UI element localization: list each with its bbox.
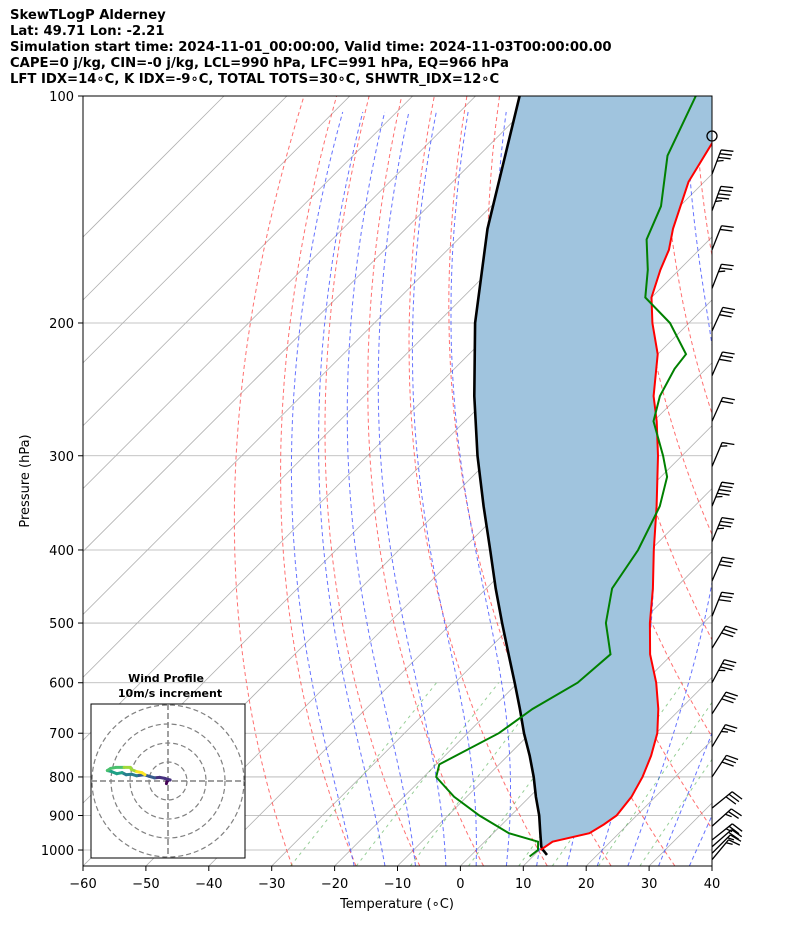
x-tick-label: −10 bbox=[384, 877, 411, 892]
wind-barb bbox=[711, 396, 735, 422]
x-tick-label: 0 bbox=[456, 877, 464, 892]
y-tick-label: 600 bbox=[49, 677, 74, 692]
isotherm-line bbox=[83, 96, 476, 490]
y-tick-label: 700 bbox=[49, 727, 74, 742]
x-axis-label: Temperature (∘C) bbox=[339, 897, 454, 912]
isotherm-line bbox=[83, 96, 413, 427]
dry-adiabat bbox=[661, 96, 712, 416]
wind-barb bbox=[711, 556, 735, 582]
y-axis-label: Pressure (hPa) bbox=[18, 434, 33, 527]
dry-adiabat bbox=[728, 96, 794, 866]
wind-barb bbox=[711, 808, 742, 827]
wind-barbs bbox=[706, 130, 743, 861]
x-tick-label: −60 bbox=[69, 877, 96, 892]
dry-adiabat bbox=[694, 96, 712, 258]
wind-barb bbox=[711, 441, 735, 467]
isotherm-line bbox=[83, 96, 602, 615]
x-tick-label: −40 bbox=[195, 877, 222, 892]
isotherm-line bbox=[83, 96, 288, 301]
hodograph-title: Wind Profile bbox=[128, 672, 204, 685]
dry-adiabat bbox=[324, 96, 421, 866]
wind-barb bbox=[711, 351, 735, 377]
hodograph-subtitle: 10m/s increment bbox=[118, 687, 222, 700]
wind-barb bbox=[711, 516, 735, 542]
isotherm-line bbox=[83, 96, 351, 364]
skewt-profiles bbox=[435, 96, 712, 858]
isotherm-line bbox=[334, 488, 712, 866]
temperature-line bbox=[539, 141, 712, 851]
dry-adiabat bbox=[628, 96, 712, 536]
wind-barb bbox=[711, 839, 741, 861]
dewpoint-line bbox=[435, 96, 697, 858]
time-info: Simulation start time: 2024-11-01_00:00:… bbox=[10, 40, 612, 55]
wind-barb bbox=[711, 834, 742, 854]
x-tick-label: 40 bbox=[704, 877, 721, 892]
wind-barb bbox=[711, 625, 738, 649]
wind-barb bbox=[711, 149, 734, 175]
stability-indices-1: CAPE=0 j/kg, CIN=-0 j/kg, LCL=990 hPa, L… bbox=[10, 56, 509, 71]
moist-adiabat bbox=[377, 111, 447, 866]
x-tick-label: −20 bbox=[321, 877, 348, 892]
wind-barb bbox=[711, 829, 743, 848]
y-tick-label: 100 bbox=[49, 90, 74, 105]
dry-adiabat bbox=[408, 96, 548, 866]
axes-ticks: −60 −50 −40 −30 −20 −10 0 10 20 30 40 100 200 300 400 5… bbox=[41, 90, 720, 892]
chart-title: SkewTLogP Alderney bbox=[10, 8, 166, 23]
x-tick-label: −50 bbox=[132, 877, 159, 892]
moist-adiabat bbox=[658, 731, 712, 866]
moist-adiabat bbox=[346, 111, 416, 866]
mixing-ratio-line bbox=[597, 701, 712, 866]
y-tick-label: 200 bbox=[49, 317, 74, 332]
moist-adiabat bbox=[411, 111, 477, 866]
mixing-ratio-line bbox=[468, 682, 605, 866]
hodograph-segment bbox=[140, 771, 147, 777]
stability-indices-2: LFT IDX=14∘C, K IDX=-9∘C, TOTAL TOTS=30∘… bbox=[10, 72, 500, 87]
chart-header: SkewTLogP Alderney Lat: 49.71 Lon: -2.21… bbox=[10, 8, 612, 88]
wind-barb bbox=[711, 225, 734, 251]
isotherm-line bbox=[83, 96, 539, 553]
dry-adiabat bbox=[367, 96, 485, 866]
x-tick-label: −30 bbox=[258, 877, 285, 892]
y-tick-label: 500 bbox=[49, 617, 74, 632]
mixing-ratio-line bbox=[355, 682, 499, 866]
dry-adiabat bbox=[760, 96, 794, 866]
x-tick-label: 10 bbox=[515, 877, 532, 892]
y-tick-label: 400 bbox=[49, 544, 74, 559]
moist-adiabat bbox=[627, 111, 712, 866]
parcel-profile-line bbox=[472, 96, 549, 856]
wind-barb bbox=[711, 263, 734, 289]
y-tick-label: 1000 bbox=[41, 844, 74, 859]
y-tick-label: 800 bbox=[49, 771, 74, 786]
y-tick-label: 900 bbox=[49, 810, 74, 825]
hodograph-inset: Wind Profile 10m/s increment bbox=[90, 672, 246, 859]
dry-adiabat bbox=[280, 96, 357, 866]
moist-adiabat bbox=[688, 814, 712, 866]
cin-shaded-area bbox=[474, 96, 712, 855]
isotherm-line bbox=[83, 96, 225, 238]
wind-barb bbox=[711, 591, 734, 617]
moist-adiabat bbox=[290, 111, 355, 866]
wind-barb bbox=[706, 130, 718, 142]
mixing-ratio-line bbox=[409, 682, 550, 866]
isotherm-line bbox=[711, 865, 712, 866]
wind-barb bbox=[711, 724, 738, 748]
wind-barb bbox=[711, 754, 739, 778]
wind-barb bbox=[711, 185, 734, 212]
mixing-ratio-line bbox=[290, 682, 437, 866]
x-tick-label: 30 bbox=[641, 877, 658, 892]
dry-adiabat bbox=[233, 96, 305, 866]
moist-adiabat bbox=[450, 111, 511, 866]
x-tick-label: 20 bbox=[578, 877, 595, 892]
wind-barb bbox=[711, 791, 743, 809]
y-tick-label: 300 bbox=[49, 450, 74, 465]
wind-barb bbox=[711, 659, 737, 684]
wind-barb bbox=[711, 823, 743, 841]
mixing-ratio-line bbox=[639, 758, 712, 866]
wind-barb bbox=[711, 481, 735, 507]
location-info: Lat: 49.71 Lon: -2.21 bbox=[10, 24, 165, 39]
wind-barb bbox=[711, 306, 736, 332]
wind-barb bbox=[711, 691, 738, 715]
